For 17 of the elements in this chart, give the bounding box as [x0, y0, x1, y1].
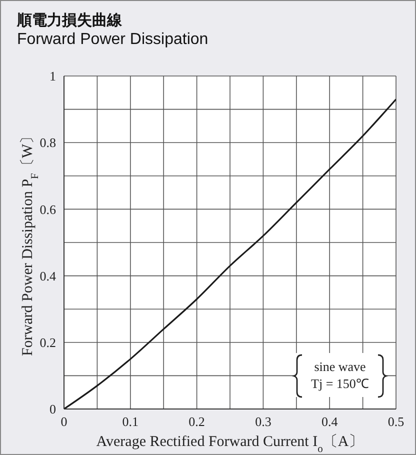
x-tick-label: 0.4 — [321, 414, 338, 430]
x-tick-label: 0.5 — [388, 414, 404, 430]
y-tick-label: 0 — [50, 402, 56, 417]
y-tick-label: 0.4 — [40, 268, 56, 284]
y-tick-label: 0.2 — [40, 335, 56, 350]
x-tick-label: 0.3 — [255, 414, 272, 430]
y-tick-label: 0.6 — [40, 202, 56, 217]
x-tick-label: 0 — [60, 414, 68, 430]
annotation: Tj = 150℃ — [311, 376, 369, 391]
annotation: sine wave — [314, 359, 366, 374]
x-tick-label: 0.1 — [122, 414, 139, 430]
chart-title: 順電力損失曲線 — [17, 11, 123, 30]
x-tick-label: 0.2 — [188, 414, 205, 430]
x-axis-title: Average Rectified Forward Current I$_{o}$〔A〕 — [96, 433, 364, 454]
chart-subtitle: Forward Power Dissipation — [17, 30, 208, 50]
y-tick-label: 0.8 — [40, 135, 56, 150]
y-tick-label: 1 — [50, 68, 56, 84]
